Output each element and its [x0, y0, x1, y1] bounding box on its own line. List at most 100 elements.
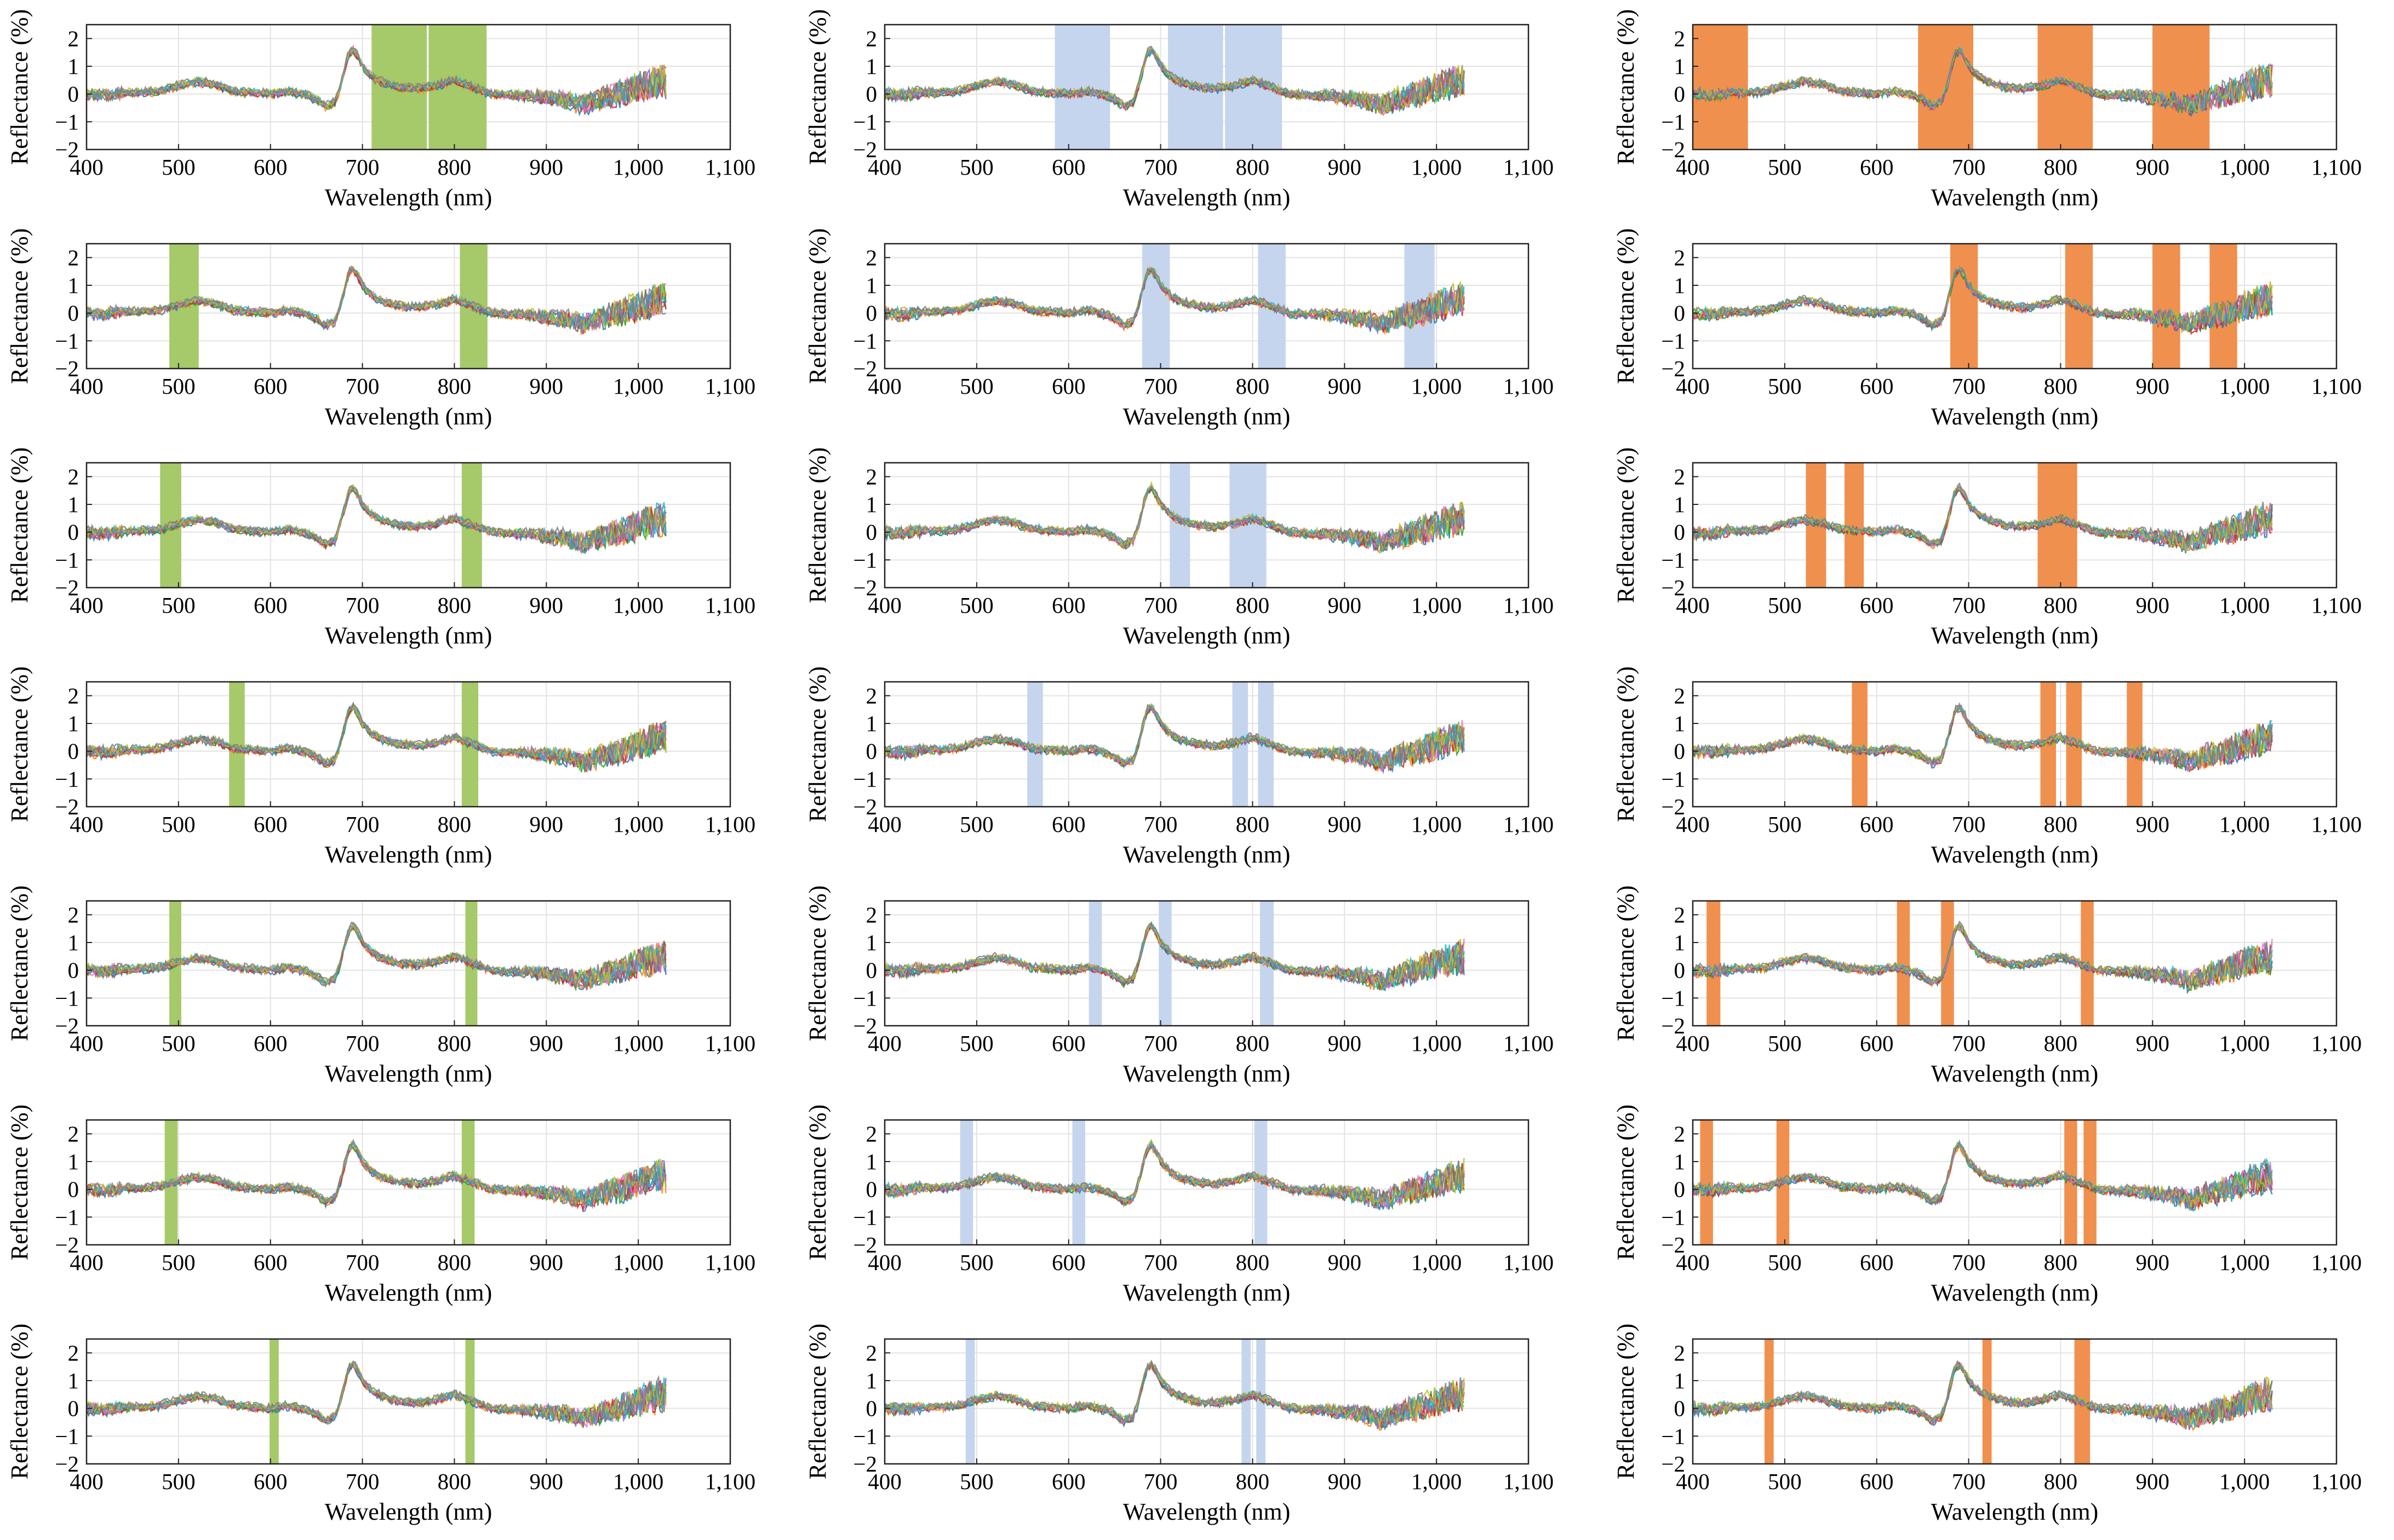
y-tick-label: 1: [68, 492, 79, 517]
axes-frame: [884, 900, 1530, 1027]
x-axis-label: Wavelength (nm): [1931, 184, 2099, 211]
selected-band: [1089, 901, 1102, 1026]
x-tick-label: 500: [162, 373, 196, 399]
x-tick-label: 800: [438, 1250, 472, 1275]
y-tick-label: 0: [1674, 1177, 1686, 1202]
x-tick-label: 1,000: [2219, 812, 2270, 837]
series-line: [1692, 48, 2273, 112]
x-tick-label: 800: [438, 154, 472, 180]
y-tick-label: 0: [68, 301, 79, 326]
x-tick-label: 900: [1328, 593, 1362, 618]
x-tick-label: 800: [438, 812, 472, 837]
series-line: [1692, 268, 2273, 331]
y-tick-label: 2: [866, 26, 878, 51]
x-axis-label: Wavelength (nm): [325, 841, 492, 868]
x-axis-label: Wavelength (nm): [1931, 1279, 2099, 1306]
x-tick-label: 900: [530, 1031, 564, 1056]
x-tick-label: 800: [438, 593, 472, 618]
x-axis-label: Wavelength (nm): [325, 1060, 492, 1087]
series-line: [86, 485, 667, 551]
x-tick-label: 1,100: [2311, 1469, 2362, 1494]
x-tick-label: 600: [1860, 593, 1894, 618]
x-tick-label: 500: [960, 1250, 994, 1275]
x-tick-label: 700: [1144, 373, 1178, 399]
y-axis-label: Reflectance (%): [804, 228, 831, 384]
y-tick-label: 2: [68, 26, 79, 51]
x-tick-label: 800: [2044, 1031, 2078, 1056]
selected-band: [2127, 682, 2143, 807]
x-tick-label: 1,100: [1503, 1469, 1554, 1494]
y-tick-label: −1: [55, 109, 79, 134]
x-tick-label: 1,000: [1411, 1469, 1462, 1494]
selected-band: [1693, 25, 1748, 150]
x-tick-label: 400: [1676, 1250, 1710, 1275]
y-axis-label: Reflectance (%): [1612, 228, 1639, 384]
x-tick-label: 800: [2044, 812, 2078, 837]
series-line: [1692, 1360, 2273, 1427]
x-tick-label: 500: [960, 1469, 994, 1494]
x-axis-label: Wavelength (nm): [1123, 1060, 1291, 1087]
x-tick-label: 900: [2136, 1469, 2170, 1494]
x-tick-label: 1,100: [705, 1031, 755, 1056]
y-tick-label: 1: [1674, 273, 1686, 298]
x-tick-label: 400: [868, 1250, 902, 1275]
chart-panel-r6c1: 400 500 600 700 800 900 1,000 1,100 −2−10 1 2 Wavel…: [804, 1324, 1554, 1525]
x-tick-label: 700: [1144, 1250, 1178, 1275]
y-tick-label: 1: [68, 273, 79, 298]
y-tick-label: −2: [853, 1232, 877, 1257]
y-tick-label: 2: [866, 1340, 878, 1365]
x-tick-label: 600: [254, 812, 288, 837]
y-axis-label: Reflectance (%): [804, 1105, 831, 1261]
y-tick-label: −1: [55, 1204, 79, 1229]
x-tick-label: 1,000: [613, 1469, 663, 1494]
y-tick-label: −2: [1661, 794, 1685, 819]
y-axis-label: Reflectance (%): [1612, 447, 1639, 604]
x-tick-label: 400: [1676, 812, 1710, 837]
y-tick-label: −1: [853, 985, 877, 1010]
y-tick-label: −2: [1661, 575, 1685, 600]
x-tick-label: 500: [162, 1031, 196, 1056]
x-tick-label: 1,000: [1411, 1250, 1462, 1275]
x-axis-label: Wavelength (nm): [1123, 622, 1291, 649]
x-tick-label: 800: [1236, 593, 1270, 618]
x-tick-label: 700: [346, 154, 380, 180]
selected-band: [1027, 682, 1043, 807]
x-tick-label: 900: [530, 373, 564, 399]
selected-band: [1159, 901, 1172, 1026]
x-tick-label: 500: [960, 154, 994, 180]
x-tick-label: 900: [1328, 154, 1362, 180]
x-tick-label: 900: [1328, 373, 1362, 399]
y-tick-label: −2: [55, 137, 79, 162]
chart-panel-r2c0: 400 500 600 700 800 900 1,000 1,100 −2 −10 1 2 Wavel…: [6, 447, 755, 649]
y-tick-label: 1: [866, 1368, 878, 1393]
y-tick-label: 2: [866, 683, 878, 708]
x-tick-label: 600: [1052, 1250, 1086, 1275]
x-tick-label: 600: [1860, 154, 1894, 180]
series-line: [884, 268, 1465, 331]
y-tick-label: −2: [55, 1451, 79, 1476]
y-tick-label: −1: [55, 985, 79, 1010]
series-line: [1692, 482, 2273, 547]
axes-frame: [85, 243, 731, 370]
x-tick-label: 1,100: [2311, 1031, 2362, 1056]
y-tick-label: 1: [866, 273, 878, 298]
axes-frame: [884, 681, 1530, 808]
x-tick-label: 400: [1676, 593, 1710, 618]
y-axis-label: Reflectance (%): [1612, 1105, 1639, 1261]
x-tick-label: 700: [1144, 593, 1178, 618]
x-axis-label: Wavelength (nm): [1931, 403, 2099, 430]
x-tick-label: 800: [2044, 593, 2078, 618]
y-tick-label: −1: [853, 1204, 877, 1229]
x-tick-label: 600: [1860, 1469, 1894, 1494]
y-tick-label: 2: [866, 1121, 878, 1146]
x-tick-label: 400: [70, 373, 104, 399]
axes-frame: [85, 1119, 731, 1246]
x-tick-label: 500: [162, 593, 196, 618]
chart-panel-r5c1: 400 500 600 700 800 900 1,000 1,100 −2 −10 1 2 Wavel…: [804, 1105, 1554, 1306]
y-tick-label: 0: [1674, 958, 1686, 983]
series-line: [86, 921, 667, 989]
x-tick-label: 600: [1860, 1250, 1894, 1275]
x-tick-label: 1,000: [613, 373, 663, 399]
y-tick-label: −2: [1661, 1013, 1685, 1038]
x-tick-label: 700: [346, 1469, 380, 1494]
